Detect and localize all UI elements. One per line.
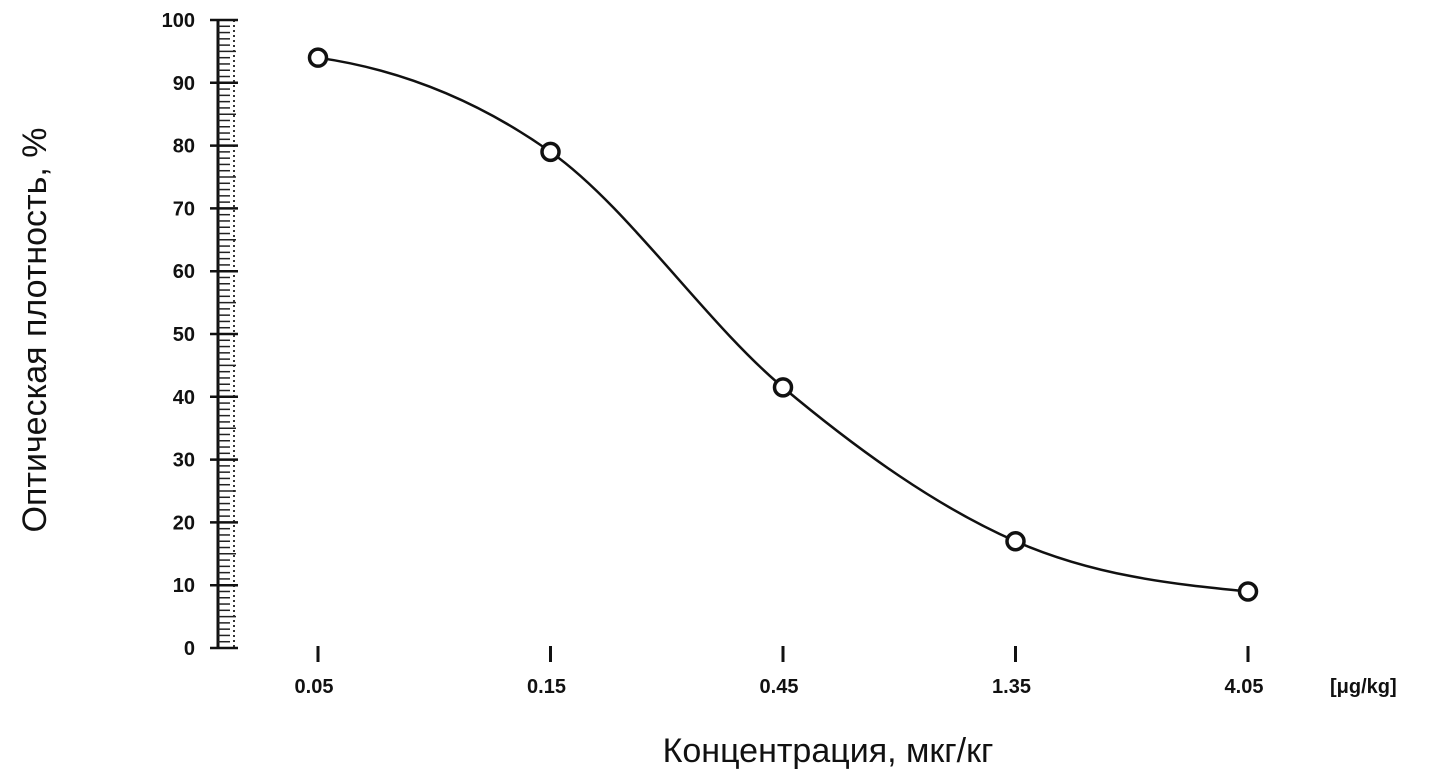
y-axis-title: Оптическая плотность, % bbox=[16, 128, 54, 533]
y-tick-label: 60 bbox=[173, 261, 195, 283]
y-tick-label: 50 bbox=[173, 324, 195, 346]
x-tick-label: 1.35 bbox=[992, 676, 1031, 698]
x-tick-label: 0.45 bbox=[760, 676, 799, 698]
x-ticks: 0.05 0.15 0.45 1.35 4.05 bbox=[295, 646, 1264, 698]
x-tick-label: 0.05 bbox=[295, 676, 334, 698]
y-tick-label: 0 bbox=[184, 638, 195, 660]
data-point bbox=[772, 377, 794, 398]
data-point bbox=[1005, 530, 1026, 552]
x-tick-label: 4.05 bbox=[1225, 676, 1264, 698]
data-point bbox=[307, 47, 329, 68]
x-axis-title: Концентрация, мкг/кг bbox=[663, 732, 994, 770]
y-tick-label: 10 bbox=[173, 575, 195, 597]
data-point bbox=[540, 141, 561, 163]
y-tick-label: 40 bbox=[173, 387, 195, 409]
fitted-curve bbox=[317, 56, 1249, 593]
x-tick-label: 0.15 bbox=[527, 676, 566, 698]
y-tick-label: 70 bbox=[173, 198, 195, 220]
data-points bbox=[307, 47, 1259, 602]
y-minor-ticks bbox=[218, 25, 236, 643]
data-point bbox=[1237, 581, 1259, 602]
y-tick-label: 90 bbox=[173, 73, 195, 95]
x-unit-label: [μg/kg] bbox=[1330, 676, 1397, 698]
y-tick-label: 30 bbox=[173, 450, 195, 472]
y-tick-label: 100 bbox=[162, 10, 195, 32]
y-ticks: 0 10 20 30 40 50 60 70 80 90 100 bbox=[162, 10, 238, 660]
y-tick-label: 20 bbox=[173, 512, 195, 534]
y-tick-label: 80 bbox=[173, 136, 195, 158]
